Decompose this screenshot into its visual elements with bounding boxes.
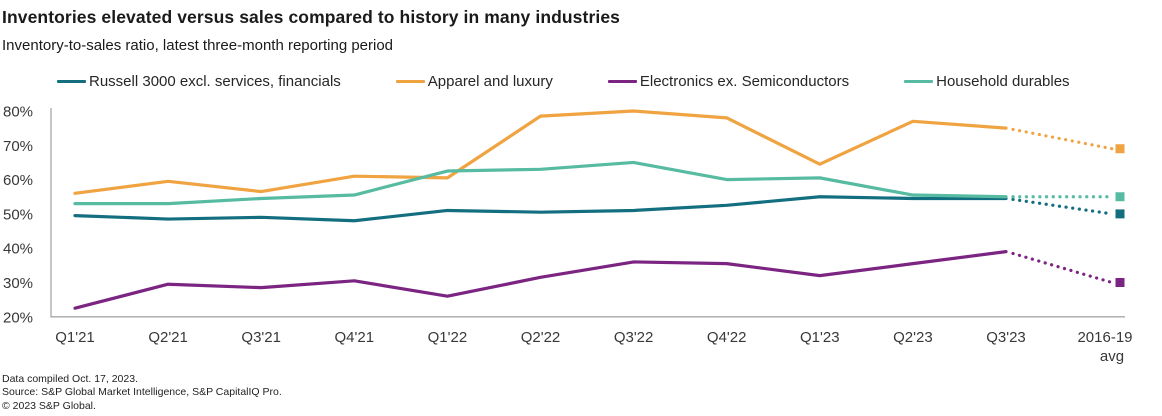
legend-label-apparel: Apparel and luxury (427, 73, 553, 90)
chart-footnotes: Data compiled Oct. 17, 2023. Source: S&P… (2, 373, 282, 414)
x-axis-category-label: Q3'21 (241, 329, 281, 346)
series-line-electronics-ex-semiconductors (73, 250, 1008, 310)
axis-lines (50, 108, 1125, 318)
x-axis-category-label: Q4'22 (707, 329, 747, 346)
avg-marker-electronics-ex-semiconductors (1115, 278, 1125, 287)
legend-label-household: Household durables (936, 73, 1070, 90)
avg-marker-russell-3000-excl-services-financials (1115, 209, 1125, 219)
y-axis-tick-label: 80% (3, 104, 33, 121)
y-axis-tick-label: 60% (3, 172, 33, 189)
x-axis-category-label: Q2'21 (148, 329, 188, 346)
line-chart: 80% 70% 60% 50% 40% 30% 20% Q1'21 Q2'21 Q3'21 Q4'2… (0, 95, 1162, 370)
legend-item-electronics: Electronics ex. Semiconductors (607, 73, 850, 90)
legend-line-sample-apparel (395, 79, 425, 84)
legend-label-electronics: Electronics ex. Semiconductors (639, 73, 850, 90)
series-line-apparel-and-luxury (73, 109, 1008, 195)
legend-line-sample-electronics (607, 79, 637, 84)
x-axis-category-label: Q3'22 (614, 329, 654, 346)
x-axis-category-label: Q3'23 (986, 329, 1026, 346)
legend-item-russell-3000: Russell 3000 excl. services, financials (57, 73, 341, 90)
x-axis-category-label: Q1'21 (55, 329, 95, 346)
y-axis-tick-label: 70% (3, 138, 33, 155)
x-axis-category-label: 2016-19 (1077, 329, 1132, 346)
legend-line-sample-russell (57, 79, 86, 84)
x-axis-category-label: avg (1100, 348, 1124, 365)
y-axis-tick-label: 30% (3, 275, 33, 292)
series-dotted-projection-russell-3000-excl-services-financials (1011, 197, 1114, 216)
avg-marker-apparel-and-luxury (1115, 144, 1125, 154)
chart-legend: Russell 3000 excl. services, financials … (0, 54, 1162, 90)
legend-line-sample-household (904, 79, 934, 84)
footnote-source: Source: S&P Global Market Intelligence, … (2, 386, 282, 398)
chart-subtitle: Inventory-to-sales ratio, latest three-m… (2, 37, 394, 54)
series-dotted-projection-electronics-ex-semiconductors (1011, 251, 1114, 285)
page-title: Inventories elevated versus sales compar… (2, 7, 620, 27)
legend-label-russell: Russell 3000 excl. services, financials (89, 73, 341, 90)
series-line-household-durables (73, 160, 1008, 206)
x-axis-category-label: Q1'23 (800, 329, 840, 346)
chart-svg: 80% 70% 60% 50% 40% 30% 20% Q1'21 Q2'21 Q3'21 Q4'2… (3, 104, 1133, 366)
avg-marker-household-durables (1115, 192, 1125, 202)
x-axis-category-label: Q2'23 (893, 329, 933, 346)
y-axis-tick-label: 50% (3, 206, 33, 223)
y-axis-tick-label: 20% (3, 309, 33, 326)
x-axis-category-label: Q2'22 (521, 329, 561, 346)
footnote-data-compiled: Data compiled Oct. 17, 2023. (2, 372, 138, 385)
legend-item-household-durables: Household durables (904, 73, 1070, 90)
legend-item-apparel: Apparel and luxury (395, 73, 553, 90)
y-axis-tick-label: 40% (3, 241, 33, 258)
x-axis-category-label: Q4'21 (335, 329, 375, 346)
series-dotted-projection-apparel-and-luxury (1011, 127, 1114, 151)
series-line-russell-3000-excl-services-financials (73, 195, 1008, 223)
footnote-copyright: © 2023 S&P Global. (2, 399, 96, 412)
x-axis-category-label: Q1'22 (428, 329, 468, 346)
